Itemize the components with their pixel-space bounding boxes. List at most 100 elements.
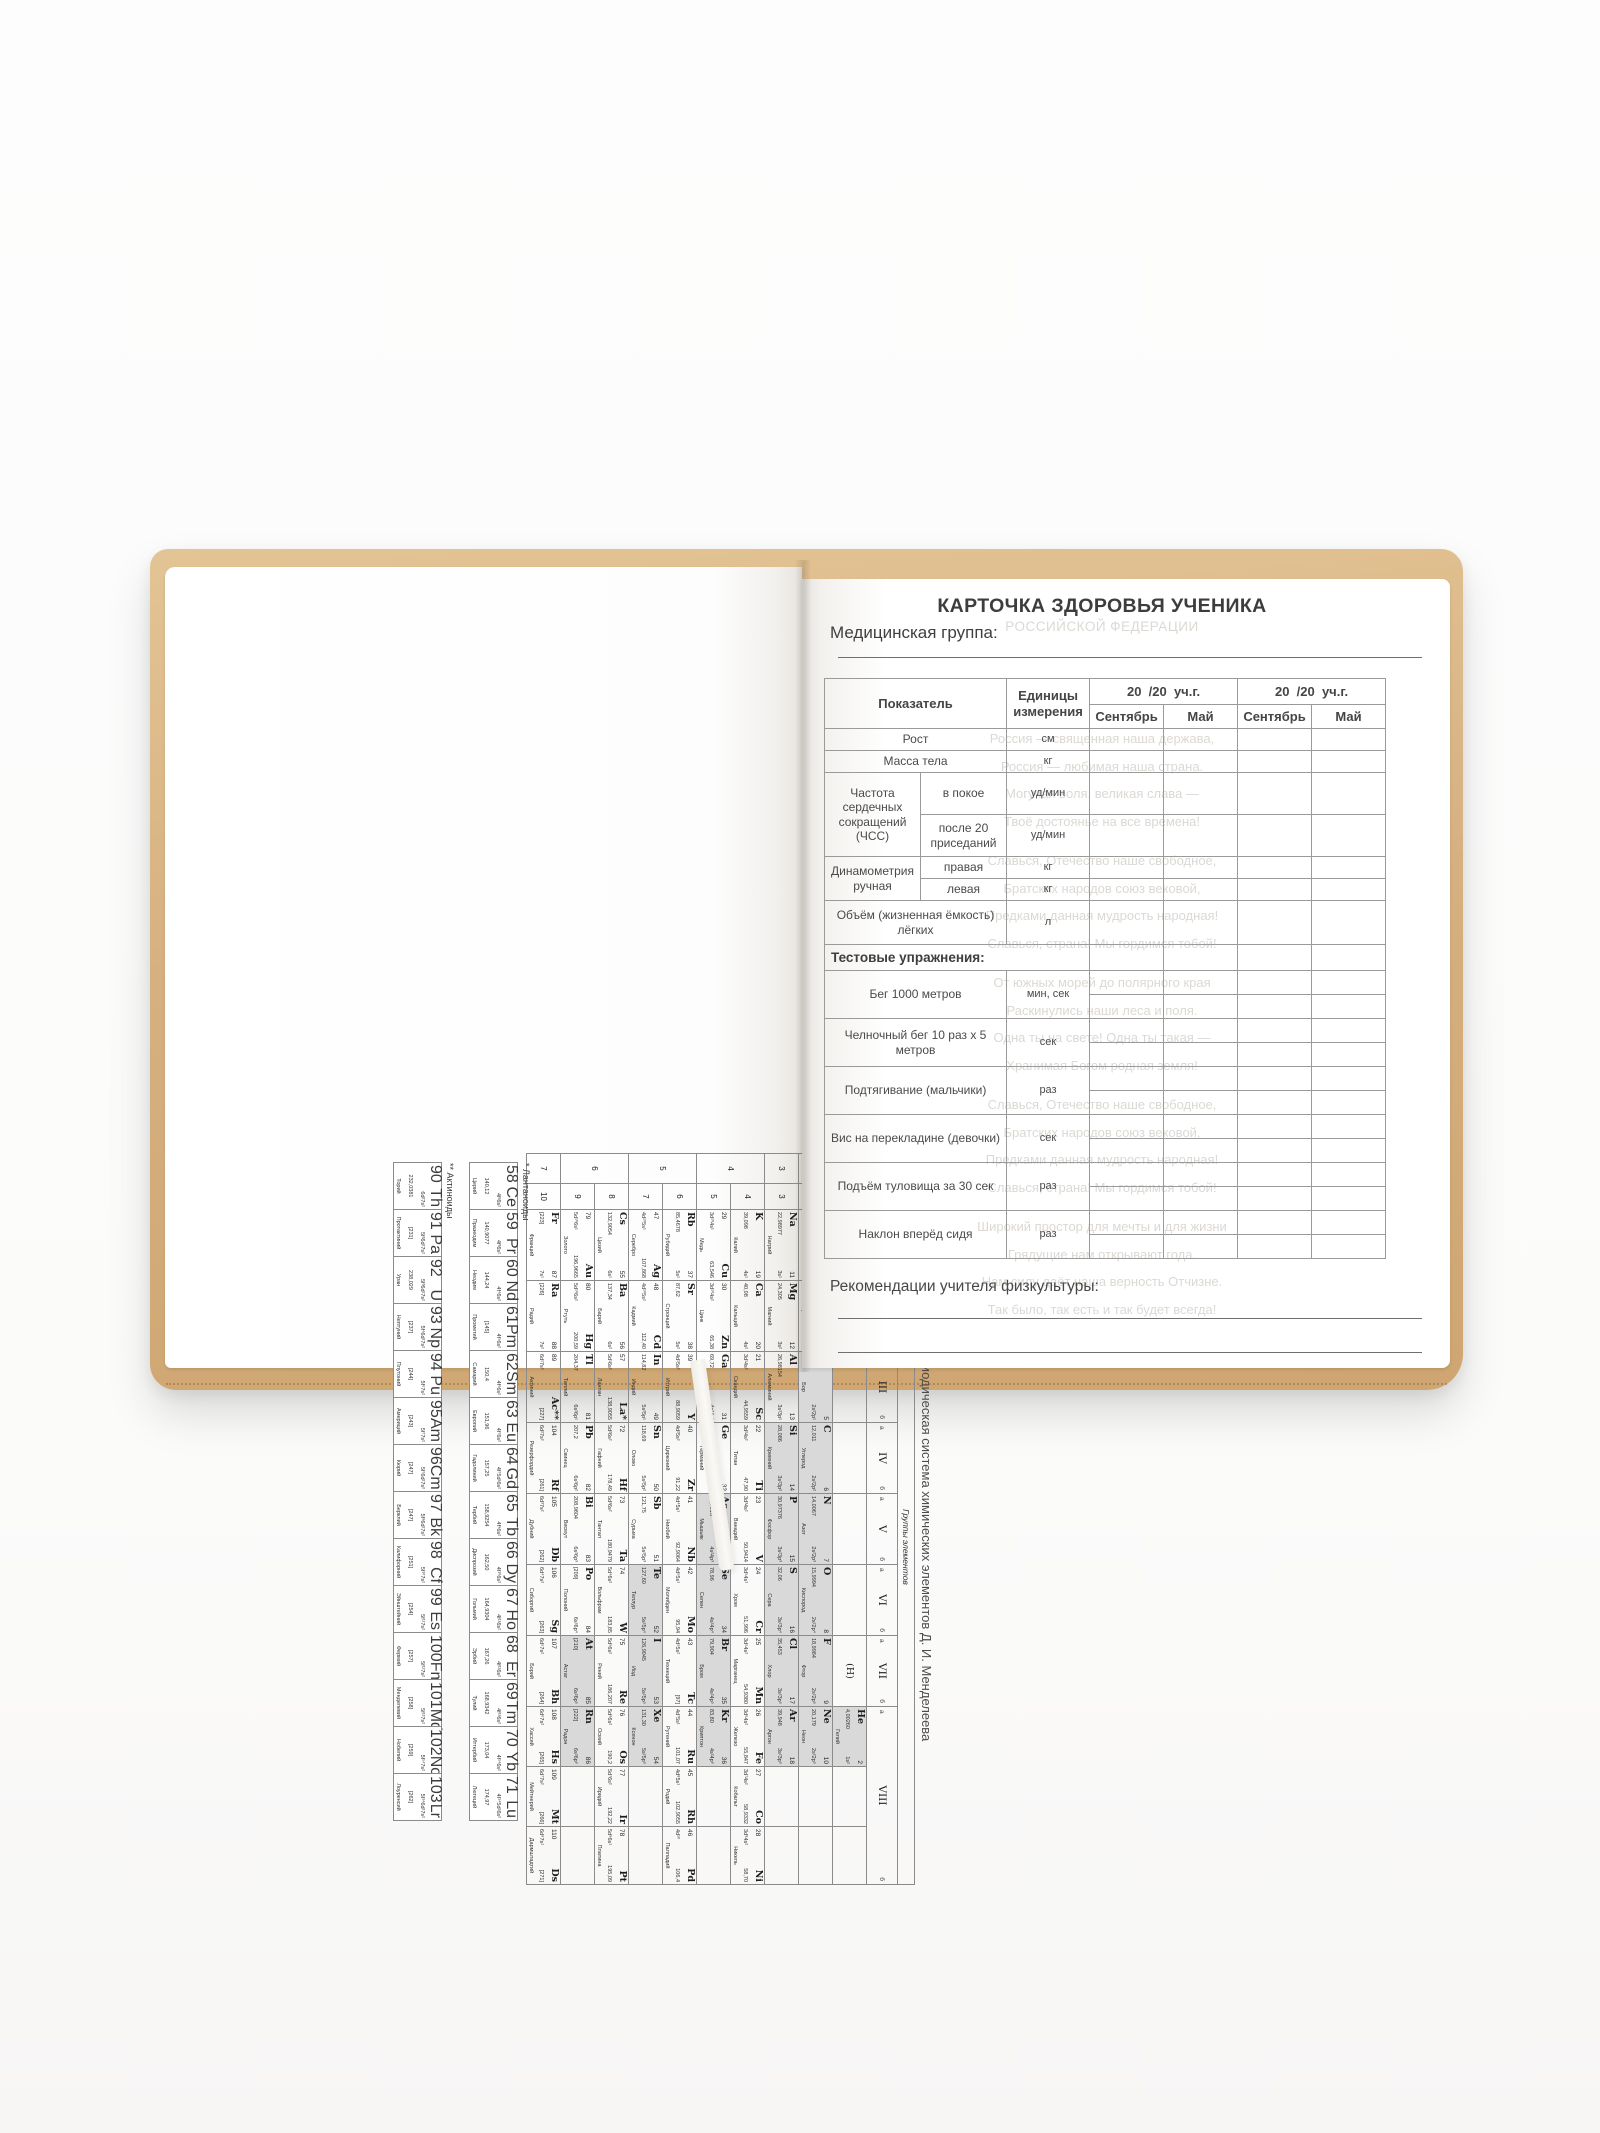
element-cell-N: N 7 14,0067 2s²2p³ Азот bbox=[798, 1493, 833, 1565]
atomic-number: 23 bbox=[754, 1496, 761, 1504]
element-symbol: Cs bbox=[617, 1212, 628, 1225]
electron-config: 3s² bbox=[776, 1341, 783, 1349]
data-entry-cell bbox=[1311, 1186, 1387, 1211]
element-name: Сера bbox=[766, 1593, 772, 1607]
atomic-number: 27 bbox=[754, 1769, 761, 1777]
atomic-mass: [258] bbox=[407, 1696, 413, 1710]
atomic-number: 87 bbox=[550, 1270, 557, 1278]
electron-config: 5s²5p² bbox=[640, 1475, 647, 1491]
element-symbol: Bi bbox=[583, 1496, 594, 1508]
test-subrow bbox=[825, 1090, 1387, 1115]
row-number: 10 bbox=[526, 1183, 561, 1210]
test-subrow bbox=[825, 1138, 1387, 1163]
indicator-subrow: Динамометрия ручная правая кг bbox=[824, 856, 1387, 901]
element-symbol: Bh bbox=[549, 1689, 560, 1704]
element-cell-Ti: 22 Ti 3d²4s² 47,90 Титан bbox=[730, 1422, 765, 1494]
element-name: Дубний bbox=[528, 1519, 534, 1539]
element-symbol: Ce bbox=[503, 1186, 520, 1207]
electron-config: 4s² bbox=[742, 1341, 749, 1349]
row-number: 4 bbox=[730, 1183, 765, 1210]
element-cell-Al: Al 13 26,98154 3s²3p¹ Алюминий bbox=[764, 1351, 799, 1423]
atomic-number: 41 bbox=[686, 1496, 693, 1504]
electron-config: 4s²4p⁴ bbox=[708, 1616, 715, 1633]
data-entry-cell bbox=[1163, 1138, 1239, 1163]
element-cell-Os: 76 Os 5d⁶6s² 190,2 Осмий bbox=[594, 1706, 629, 1767]
element-cell-S: S 16 32,06 3s²3p⁴ Сера bbox=[764, 1564, 799, 1636]
electron-config: 4f⁵6s² bbox=[495, 1333, 501, 1348]
actinoid-cell-Th: 90 Th 6d²7s² 232,0381 Торий bbox=[393, 1162, 444, 1210]
element-symbol: Tb bbox=[503, 1517, 520, 1536]
sub-indicator-label: в покое bbox=[919, 772, 1008, 815]
period-number: 7 bbox=[526, 1153, 561, 1184]
data-entry-cell bbox=[1089, 814, 1165, 857]
actinoid-cell-Cm: 96 Cm 5f⁷6d¹7s² [247] Кюрий bbox=[393, 1444, 444, 1492]
period-number: 6 bbox=[560, 1153, 629, 1184]
element-cell-(Н): (Н) bbox=[832, 1635, 867, 1707]
element-name: Уран bbox=[395, 1273, 401, 1287]
atomic-mass: 204,37 bbox=[572, 1354, 579, 1371]
indicator-row: Рост см bbox=[823, 728, 1387, 751]
left-page: СПРАВОЧНИК Периодическая система химичес… bbox=[165, 567, 935, 1885]
element-symbol: Y bbox=[685, 1413, 696, 1420]
sub-indicator-label: правая bbox=[919, 856, 1008, 879]
atomic-number: 94 bbox=[427, 1353, 444, 1371]
electron-config: 2s²2p⁶ bbox=[810, 1747, 817, 1764]
atomic-number: 68 bbox=[503, 1635, 520, 1653]
element-name: Алюминий bbox=[766, 1373, 772, 1401]
atomic-number: 99 bbox=[427, 1588, 444, 1606]
element-cell-Db: 105 Db 6d³7s² [262] Дубний bbox=[526, 1493, 561, 1565]
element-name: Тербий bbox=[471, 1505, 477, 1525]
atomic-mass: 83,80 bbox=[708, 1709, 715, 1723]
electron-config: 4d⁷5s¹ bbox=[674, 1709, 681, 1725]
electron-config: 4d¹⁰ bbox=[674, 1829, 681, 1840]
element-symbol: P bbox=[787, 1496, 798, 1504]
element-symbol: Kr bbox=[719, 1709, 730, 1723]
element-name: Родий bbox=[664, 1788, 670, 1805]
atomic-number: 56 bbox=[618, 1341, 625, 1349]
element-cell-Sg: 106 Sg 6d⁴7s² [263] Сиборгий bbox=[526, 1564, 561, 1636]
atomic-mass: 30,97376 bbox=[776, 1496, 783, 1519]
data-entry-cell bbox=[1237, 994, 1313, 1019]
atomic-mass: 92,9064 bbox=[674, 1542, 681, 1562]
element-name: Эйнштейний bbox=[395, 1592, 401, 1626]
test-subrow bbox=[825, 1186, 1387, 1211]
element-cell-Pt: 78 Pt 5d⁹6s¹ 195,09 Платина bbox=[594, 1826, 629, 1885]
element-name: Барий bbox=[596, 1308, 602, 1324]
element-cell-Re: 75 Re 5d⁵6s² 186,207 Рений bbox=[594, 1635, 629, 1707]
element-cell-Rn: Rn 86 [222] 6s²6p⁶ Радон bbox=[560, 1706, 595, 1767]
data-entry-cell bbox=[1311, 970, 1387, 995]
atomic-mass: [226] bbox=[538, 1283, 545, 1296]
row-number: 7 bbox=[628, 1183, 663, 1210]
month-header: Сентябрь bbox=[1237, 704, 1313, 729]
element-symbol: Hf bbox=[617, 1477, 628, 1491]
element-cell-Ni: 28 Ni 3d⁸4s² 58,70 Никель bbox=[730, 1826, 765, 1885]
group-numeral: V bbox=[876, 1525, 888, 1533]
element-symbol: Tm bbox=[503, 1700, 520, 1724]
row-number: 9 bbox=[560, 1183, 595, 1210]
atomic-mass: 183,85 bbox=[606, 1616, 613, 1633]
element-symbol: Ir bbox=[617, 1814, 628, 1824]
data-entry-cell bbox=[1237, 970, 1313, 995]
atomic-mass: 20,179 bbox=[810, 1709, 817, 1726]
atomic-mass: [266] bbox=[538, 1811, 545, 1824]
atomic-mass: 87,62 bbox=[674, 1283, 681, 1297]
lanthanoid-cell-Ho: 67 Ho 4f¹¹6s² 164,9304 Гольмий bbox=[469, 1585, 520, 1633]
element-cell-Mn: 25 Mn 3d⁵4s² 54,9380 Марганец bbox=[730, 1635, 765, 1707]
atomic-mass: 47,90 bbox=[742, 1477, 749, 1491]
period-row: 9 79 Au 5d¹⁰6s¹ 196,9665 Золото 80 Hg 5d¹⁰6s² 200… bbox=[560, 1154, 595, 1885]
element-symbol: In bbox=[651, 1354, 662, 1366]
element-name: Бром bbox=[698, 1664, 704, 1678]
element-symbol: Ca bbox=[753, 1283, 764, 1297]
atomic-mass: 195,09 bbox=[606, 1865, 613, 1882]
atomic-mass: 107,868 bbox=[640, 1258, 647, 1278]
units-header: Единицы измерения bbox=[1006, 678, 1091, 729]
sub-b-label: б bbox=[878, 1699, 886, 1703]
electron-config: 4f¹¹6s² bbox=[495, 1614, 501, 1630]
element-symbol: Rb bbox=[685, 1212, 696, 1227]
element-symbol: Hs bbox=[549, 1749, 560, 1764]
element-symbol: Zr bbox=[685, 1479, 696, 1491]
data-entry-cell bbox=[1089, 1162, 1165, 1187]
atomic-number: 73 bbox=[618, 1496, 625, 1504]
period-row: 3 3 Na 11 22,98977 3s¹ Натрий Mg 12 24,305 3s² Магн… bbox=[764, 1153, 799, 1885]
